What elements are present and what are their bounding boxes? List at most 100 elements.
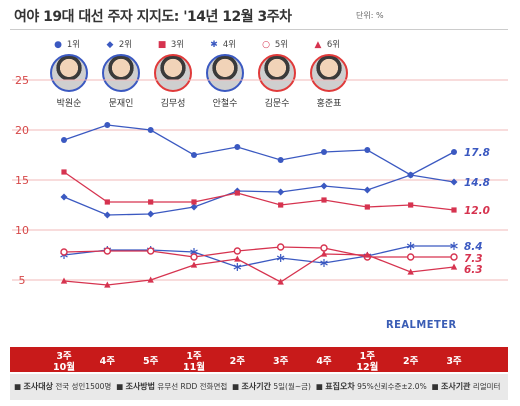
candidate-photo-4 bbox=[206, 54, 244, 92]
y-tick-label: 10 bbox=[15, 224, 29, 237]
legend-marker-2: ◆ bbox=[106, 40, 114, 50]
point-5-2 bbox=[103, 247, 112, 255]
legend-item-3: ■ 3위 bbox=[156, 38, 184, 50]
legend-item-2: ◆ 2위 bbox=[104, 38, 133, 50]
legend: ● 1위 ◆ 2위 ■ 3위 ✱ 4위 ○ 5위 ▲ 6위 bbox=[52, 38, 362, 50]
candidate-name-1: 박원순 bbox=[56, 99, 82, 109]
x-tick-label: 12월 bbox=[356, 361, 378, 373]
legend-item-6: ▲ 6위 bbox=[312, 38, 341, 50]
end-label-1: 17.8 bbox=[464, 147, 490, 159]
point-5-4 bbox=[190, 253, 198, 261]
candidate-3: 김무성 bbox=[150, 54, 196, 109]
point-3-1 bbox=[61, 169, 67, 175]
point-1-4 bbox=[191, 152, 197, 158]
legend-marker-3: ■ bbox=[157, 40, 167, 50]
point-4-7 bbox=[320, 259, 328, 267]
chart-title: 여야 19대 대선 주자 지지도: '14년 12월 3주차 bbox=[14, 9, 292, 25]
point-4-5 bbox=[233, 263, 242, 271]
series-line-3 bbox=[63, 171, 455, 211]
x-tick-label: 11월 bbox=[183, 361, 205, 373]
candidate-photo-2 bbox=[102, 54, 140, 92]
point-2-10 bbox=[450, 178, 458, 186]
end-label-5: 7.3 bbox=[464, 253, 483, 265]
legend-item-5: ○ 5위 bbox=[260, 38, 288, 50]
point-6-2 bbox=[104, 281, 111, 288]
point-3-9 bbox=[408, 202, 414, 208]
end-label-6: 6.3 bbox=[464, 264, 483, 276]
point-6-9 bbox=[407, 268, 414, 275]
point-6-7 bbox=[320, 250, 328, 257]
point-3-10 bbox=[451, 207, 457, 213]
legend-marker-6: ▲ bbox=[314, 40, 322, 50]
point-1-6 bbox=[277, 157, 284, 163]
point-3-8 bbox=[364, 204, 370, 210]
point-2-3 bbox=[147, 210, 155, 218]
survey-footer: ■ 조사대상 전국 성인1500명 ■ 조사방법 유무선 RDD 전화면접 ■ … bbox=[10, 374, 508, 400]
point-6-10 bbox=[450, 263, 458, 270]
point-2-9 bbox=[407, 171, 415, 179]
point-5-5 bbox=[233, 247, 242, 255]
candidate-6: 홍준표 bbox=[306, 54, 352, 109]
point-4-6 bbox=[276, 254, 285, 262]
point-1-8 bbox=[364, 147, 371, 153]
legend-label-4: 4위 bbox=[222, 40, 237, 50]
point-2-6 bbox=[277, 188, 285, 196]
candidate-photo-5 bbox=[258, 54, 296, 92]
series-line-5 bbox=[63, 246, 454, 258]
footer-item-2: ■ 조사방법 유무선 RDD 전화면접 bbox=[116, 382, 228, 391]
legend-marker-5: ○ bbox=[262, 40, 270, 50]
candidate-photo-3 bbox=[154, 54, 192, 92]
point-1-5 bbox=[234, 144, 241, 150]
y-tick-label: 20 bbox=[15, 124, 29, 137]
x-tick-label: 4주 bbox=[100, 356, 116, 367]
candidate-2: 문재인 bbox=[98, 54, 144, 109]
candidate-name-6: 홍준표 bbox=[316, 99, 342, 109]
end-label-3: 12.0 bbox=[464, 205, 490, 217]
candidate-name-5: 김문수 bbox=[264, 99, 290, 109]
candidate-photo-6 bbox=[310, 54, 348, 92]
x-tick-label: 2주 bbox=[403, 356, 419, 367]
point-4-10 bbox=[450, 242, 458, 250]
point-3-6 bbox=[278, 202, 284, 208]
point-5-6 bbox=[276, 243, 285, 251]
grid-lines bbox=[12, 79, 508, 281]
x-axis-band bbox=[10, 347, 508, 372]
y-tick-label: 15 bbox=[15, 174, 29, 187]
candidate-name-3: 김무성 bbox=[160, 99, 186, 109]
candidate-name-4: 안철수 bbox=[212, 99, 238, 109]
point-6-8 bbox=[364, 251, 371, 258]
point-6-4 bbox=[190, 261, 198, 268]
point-2-8 bbox=[363, 186, 371, 194]
point-2-7 bbox=[320, 182, 328, 190]
y-tick-label: 25 bbox=[15, 74, 29, 87]
legend-label-6: 6위 bbox=[326, 40, 341, 50]
legend-label-1: 1위 bbox=[66, 40, 81, 50]
point-5-3 bbox=[146, 247, 155, 255]
candidate-1: 박원순 bbox=[46, 54, 92, 109]
candidate-photo-1 bbox=[50, 54, 88, 92]
point-6-1 bbox=[60, 277, 68, 284]
point-3-2 bbox=[104, 199, 110, 205]
footer-item-4: ■ 표집오차 95%신뢰수준±2.0% bbox=[315, 382, 427, 391]
point-1-2 bbox=[104, 122, 111, 128]
y-tick-label: 5 bbox=[19, 274, 26, 287]
end-label-4: 8.4 bbox=[464, 241, 483, 253]
point-2-2 bbox=[103, 211, 111, 219]
candidate-5: 김문수 bbox=[254, 54, 300, 109]
x-tick-label: 1주 bbox=[360, 351, 376, 362]
point-3-3 bbox=[148, 199, 154, 205]
candidate-row: 박원순 문재인 김무성 안철수 김문수 홍준표 bbox=[50, 54, 362, 110]
legend-marker-4: ✱ bbox=[210, 40, 218, 50]
point-3-7 bbox=[321, 197, 327, 203]
candidate-4: 안철수 bbox=[202, 54, 248, 109]
point-5-9 bbox=[406, 253, 415, 261]
series-line-1 bbox=[63, 124, 455, 176]
point-6-3 bbox=[147, 276, 154, 283]
x-tick-label: 5주 bbox=[143, 356, 159, 367]
legend-item-4: ✱ 4위 bbox=[208, 38, 236, 50]
x-tick-label: 3주 bbox=[56, 351, 72, 362]
x-tick-label: 3주 bbox=[273, 356, 289, 367]
x-tick-label: 4주 bbox=[316, 356, 332, 367]
